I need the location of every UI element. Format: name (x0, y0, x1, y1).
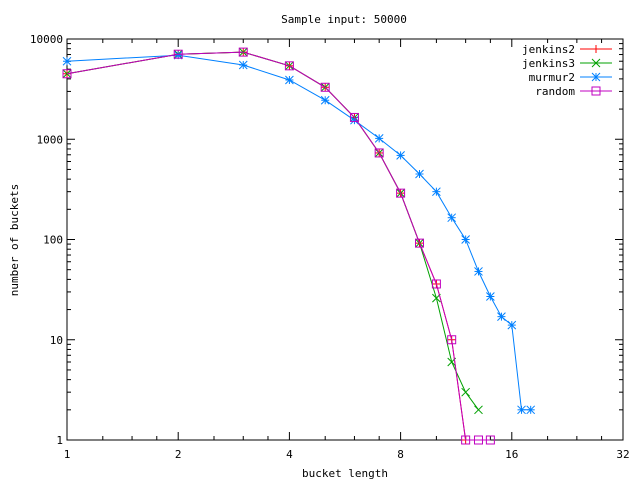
data-point-murmur2 (507, 320, 517, 330)
x-tick-label: 2 (175, 448, 182, 461)
data-point-random (349, 112, 359, 122)
legend-label: jenkins2 (522, 43, 575, 56)
x-tick-label: 8 (397, 448, 404, 461)
legend-entry-jenkins3: jenkins3 (522, 57, 612, 70)
legend-marker (592, 45, 600, 53)
data-point-random (173, 49, 183, 59)
x-tick-label: 1 (64, 448, 71, 461)
x-tick-label: 4 (286, 448, 293, 461)
data-point-random (414, 238, 424, 248)
data-point-jenkins3 (474, 405, 483, 415)
data-point-random (374, 148, 384, 158)
data-point-murmur2 (461, 235, 471, 244)
data-point-random (485, 435, 495, 445)
data-point-murmur2 (447, 213, 457, 223)
legend-entry-random: random (535, 85, 612, 98)
data-point-jenkins3 (461, 387, 471, 397)
data-point-murmur2 (285, 75, 294, 85)
data-point-random (473, 435, 483, 445)
chart-title: Sample input: 50000 (281, 13, 407, 26)
series-line-random (66, 51, 491, 441)
data-point-random (447, 335, 457, 345)
data-point-random (238, 47, 248, 57)
data-point-random (284, 61, 294, 71)
series-line-jenkins3 (66, 51, 479, 411)
x-axis-label: bucket length (302, 467, 388, 480)
data-point-murmur2 (396, 151, 405, 160)
data-point-murmur2 (320, 95, 330, 105)
x-tick-label: 16 (505, 448, 518, 461)
series-layer (62, 47, 536, 445)
y-tick-label: 1000 (37, 133, 64, 146)
series-line-murmur2 (66, 54, 531, 411)
data-point-random (431, 279, 441, 289)
data-point-murmur2 (497, 312, 506, 322)
series-jenkins2 (63, 48, 470, 444)
data-point-murmur2 (517, 405, 526, 415)
x-tick-label: 32 (616, 448, 629, 461)
legend-marker (591, 58, 601, 68)
data-point-murmur2 (432, 187, 441, 197)
data-point-random (320, 82, 330, 92)
plot-frame (66, 38, 624, 441)
series-line-jenkins2 (66, 51, 467, 441)
legend-label: jenkins3 (522, 57, 575, 70)
legend-entry-murmur2: murmur2 (529, 71, 612, 84)
legend-label: murmur2 (529, 71, 575, 84)
data-point-random (461, 435, 471, 445)
x-axis: 1 2 4 8 16 32 (64, 39, 630, 461)
legend-marker (591, 72, 601, 82)
legend-marker (591, 86, 601, 96)
data-point-random (396, 188, 406, 198)
data-point-murmur2 (374, 134, 384, 143)
y-tick-label: 10000 (30, 33, 63, 46)
data-point-murmur2 (474, 267, 483, 276)
y-axis: 1 10 100 1000 10000 (30, 33, 623, 447)
y-tick-label: 1 (56, 434, 63, 447)
legend-label: random (535, 85, 575, 98)
data-point-murmur2 (62, 56, 72, 66)
data-point-murmur2 (526, 405, 536, 415)
data-point-murmur2 (415, 169, 424, 179)
legend-entry-jenkins2: jenkins2 (522, 43, 612, 56)
series-random (62, 47, 495, 445)
series-murmur2 (62, 50, 536, 415)
y-tick-label: 100 (43, 234, 63, 247)
y-axis-label: number of buckets (8, 184, 21, 297)
data-point-murmur2 (486, 292, 495, 301)
series-jenkins3 (62, 47, 483, 415)
data-point-random (62, 69, 72, 79)
y-tick-label: 10 (50, 334, 63, 347)
data-point-murmur2 (238, 60, 248, 70)
data-point-murmur2 (350, 115, 359, 125)
